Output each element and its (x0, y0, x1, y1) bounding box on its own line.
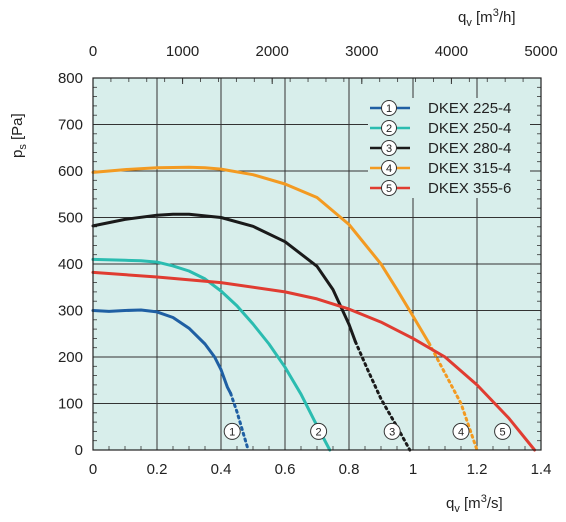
legend-item: 2 DKEX 250-4 (368, 118, 530, 138)
legend-marker (381, 100, 397, 116)
x-tick-label: 1.4 (531, 461, 552, 478)
curve-marker-4 (452, 422, 470, 440)
x2-tick-label: 5000 (524, 43, 557, 60)
legend-item: 5 DKEX 355-6 (368, 178, 530, 198)
plot-border (92, 77, 542, 451)
legend-item: 1 DKEX 225-4 (368, 98, 530, 118)
x2-tick-label: 4000 (435, 43, 468, 60)
legend-marker-label: 4 (386, 163, 392, 175)
legend-item-bg (368, 118, 530, 138)
x2-tick-label: 0 (89, 43, 97, 60)
y-tick-label: 700 (58, 117, 83, 134)
legend-marker (381, 160, 397, 176)
legend-label: DKEX 315-4 (428, 160, 511, 177)
x-tick-label: 1.2 (467, 461, 488, 478)
curve-marker-2 (310, 422, 328, 440)
legend-item-bg (368, 138, 530, 158)
legend-item-bg (368, 98, 530, 118)
legend-label: DKEX 250-4 (428, 120, 511, 137)
legend-marker (381, 120, 397, 136)
legend-marker-label: 3 (386, 143, 392, 155)
y-tick-labels: 0 100 200 300 400 500 600 700 800 (58, 70, 83, 459)
legend-label: DKEX 355-6 (428, 180, 511, 197)
x-tick-label: 0.2 (147, 461, 168, 478)
curve-solid-3 (91, 212, 357, 344)
x-tick-label: 1 (409, 461, 417, 478)
x-tick-label: 0.8 (339, 461, 360, 478)
y-tick-label: 500 (58, 210, 83, 227)
x2-axis-label: qv [m3/h] (458, 7, 516, 29)
legend-marker (381, 180, 397, 196)
x-tick-label: 0.4 (211, 461, 232, 478)
legend: 1 DKEX 225-4 2 DKEX 250-4 3 DKEX 280-4 4 DKEX 3… (368, 98, 530, 198)
curve-solid-4 (91, 165, 431, 345)
curve-dotted-4 (427, 341, 479, 452)
legend-marker (381, 140, 397, 156)
curve-marker-label: 2 (316, 426, 322, 438)
x2-tick-label: 3000 (345, 43, 378, 60)
legend-item: 4 DKEX 315-4 (368, 158, 530, 178)
legend-label: DKEX 225-4 (428, 100, 511, 117)
curve-solid-5 (91, 270, 537, 452)
y-tick-label: 300 (58, 303, 83, 320)
legend-marker-label: 1 (386, 103, 392, 115)
y-tick-label: 400 (58, 256, 83, 273)
curve-dotted-1 (229, 391, 250, 452)
legend-item: 3 DKEX 280-4 (368, 138, 530, 158)
curve-markers: 1 2 3 4 5 (223, 422, 512, 440)
x-tick-label: 0 (89, 461, 97, 478)
y-axis-label: ps [Pa] (9, 113, 29, 158)
x-axis-label: qv [m3/s] (446, 493, 503, 515)
curve-marker-label: 1 (229, 426, 235, 438)
x2-tick-label: 2000 (256, 43, 289, 60)
y-tick-label: 100 (58, 396, 83, 413)
curve-dotted-3 (353, 340, 412, 452)
curve-solid-1 (91, 308, 233, 395)
fan-curves (91, 165, 537, 452)
curve-marker-1 (223, 422, 241, 440)
x2-tick-labels: 0 1000 2000 3000 4000 5000 (89, 43, 558, 60)
curve-solid-2 (91, 257, 332, 452)
curve-marker-label: 4 (458, 426, 464, 438)
curve-marker-3 (383, 422, 401, 440)
curve-marker-label: 5 (500, 426, 506, 438)
legend-label: DKEX 280-4 (428, 140, 511, 157)
legend-item-bg (368, 158, 530, 178)
y-tick-label: 200 (58, 349, 83, 366)
legend-marker-label: 2 (386, 123, 392, 135)
x-tick-labels: 0 0.2 0.4 0.6 0.8 1 1.2 1.4 (89, 461, 552, 478)
y-tick-label: 0 (75, 442, 83, 459)
x-tick-label: 0.6 (275, 461, 296, 478)
curve-marker-label: 3 (389, 426, 395, 438)
legend-item-bg (368, 178, 530, 198)
y-tick-label: 600 (58, 163, 83, 180)
x2-tick-label: 1000 (166, 43, 199, 60)
y-tick-label: 800 (58, 70, 83, 87)
legend-marker-label: 5 (386, 183, 392, 195)
curve-marker-5 (494, 422, 512, 440)
